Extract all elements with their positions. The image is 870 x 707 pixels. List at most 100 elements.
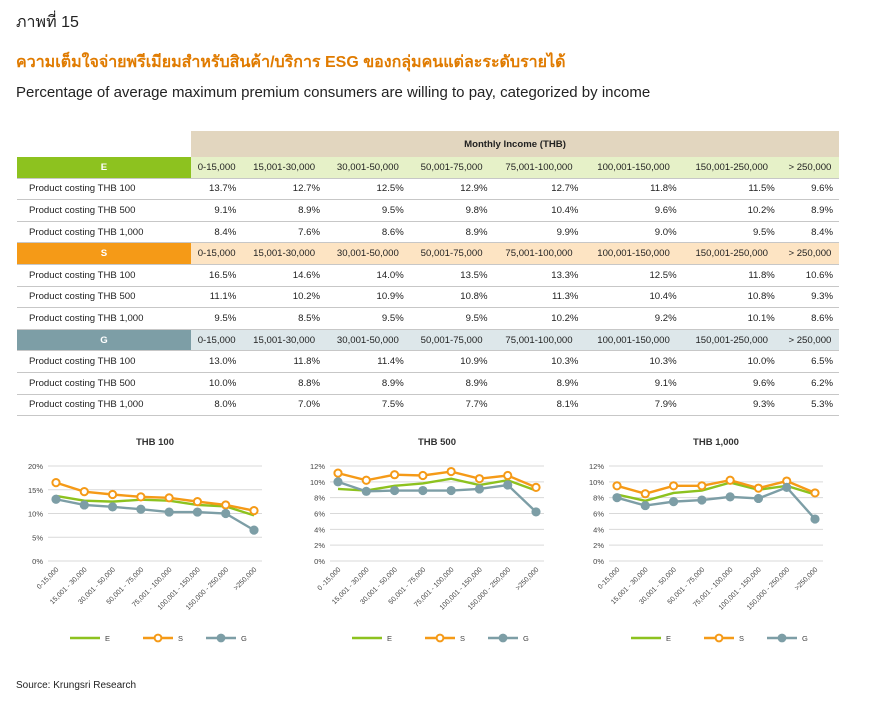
table-cell: 8.0% (191, 394, 243, 417)
series-line-e (55, 494, 255, 517)
data-point-s (446, 466, 456, 477)
data-point-g (51, 494, 61, 504)
data-point-g (612, 493, 622, 503)
income-range-label: 100,001-150,000 (584, 329, 683, 352)
x-tick-label: 0-15,000 (36, 566, 61, 591)
table-row: Product costing THB 1,000 8.0% 7.0% 7.5% 7.7… (17, 394, 839, 417)
data-point-g (333, 477, 343, 487)
table-cell: 11.8% (584, 178, 683, 201)
income-range-label: 30,001-50,000 (326, 329, 410, 352)
table-row: Product costing THB 100 13.7% 12.7% 12.5% 12… (17, 178, 839, 201)
legend-marker-g (216, 633, 226, 643)
table-cell: 9.6% (682, 372, 781, 395)
income-range-label: 0-15,000 (191, 157, 243, 179)
table-cell: 12.5% (584, 264, 683, 287)
table-cell: 10.2% (493, 307, 585, 330)
chart-title: THB 100 (136, 437, 174, 448)
row-label: Product costing THB 1,000 (17, 307, 191, 330)
table-header-row: Monthly Income (THB) (17, 131, 839, 157)
data-point-s (79, 487, 89, 497)
table-cell: 12.9% (409, 178, 494, 201)
y-tick-label: 12% (310, 462, 325, 471)
x-tick-label: 0 -15,000 (317, 566, 343, 592)
income-range-label: 100,001-150,000 (584, 157, 683, 179)
table-cell: 9.5% (326, 199, 410, 222)
row-label: Product costing THB 100 (17, 264, 191, 287)
data-point-s (640, 489, 650, 499)
group-name: E (17, 157, 191, 179)
data-point-g (107, 502, 118, 512)
table-cell: 8.8% (242, 372, 326, 395)
table-cell: 8.9% (326, 372, 410, 395)
table-cell: 12.5% (326, 178, 410, 201)
data-point-g (389, 485, 400, 496)
table-cell: 9.6% (780, 178, 839, 201)
table-cell: 7.0% (242, 394, 326, 417)
legend-marker-s (153, 633, 163, 643)
x-tick-label: >250,000 (233, 566, 259, 592)
table-cell: 16.5% (191, 264, 243, 287)
data-point-g (725, 492, 735, 502)
income-range-label: 0-15,000 (191, 242, 243, 265)
data-point-g (164, 507, 174, 517)
table-cell: 11.3% (493, 286, 585, 309)
table-cell: 9.5% (409, 307, 494, 330)
table-cell: 10.8% (682, 286, 781, 309)
x-tick-label: 0-15,000 (597, 566, 622, 591)
data-point-g (531, 507, 541, 517)
table-row: Product costing THB 1,000 8.4% 7.6% 8.6% 8.9… (17, 221, 839, 244)
income-range-label: 150,001-250,000 (682, 329, 781, 352)
legend-label: G (802, 634, 808, 643)
table-cell: 14.6% (242, 264, 326, 287)
series-line-g (337, 480, 537, 513)
chart-title-thai: ความเต็มใจจ่ายพรีเมียมสำหรับสินค้า/บริกา… (16, 54, 566, 71)
data-point-g (446, 485, 456, 496)
chart-thb-500: THB 500 0% 2% 4% 6% 8% 10% 12% 0 -15,000 15,001 -… (292, 430, 562, 655)
table-cell: 11.8% (242, 350, 326, 373)
data-point-g (361, 486, 371, 496)
x-tick-label: >250,000 (515, 566, 541, 592)
data-point-s (612, 481, 622, 491)
y-tick-label: 6% (314, 510, 325, 519)
data-point-s (668, 481, 679, 491)
chart-thb-1000: THB 1,000 0% 2% 4% 6% 8% 10% 12% 0-15,000 15,001 … (571, 430, 841, 655)
income-range-label: 15,001-30,000 (242, 242, 326, 265)
table-cell: 10.2% (682, 199, 781, 222)
group-row-s: S 0-15,000 15,001-30,000 30,001-50,000 50,00… (17, 242, 839, 265)
table-cell: 13.0% (191, 350, 243, 373)
x-tick-label: >250,000 (794, 566, 820, 592)
table-cell: 8.9% (493, 372, 585, 395)
table-row: Product costing THB 500 10.0% 8.8% 8.9% 8.9%… (17, 372, 839, 395)
table-cell: 8.9% (409, 221, 494, 244)
table-cell: 9.5% (326, 307, 410, 330)
data-point-g (503, 480, 513, 490)
income-table: Monthly Income (THB) E 0-15,000 15,001-30,… (17, 131, 839, 417)
table-cell: 7.7% (409, 394, 494, 417)
data-point-s (361, 475, 371, 485)
table-row: Product costing THB 1,000 9.5% 8.5% 9.5% 9.5… (17, 307, 839, 330)
table-cell: 9.3% (682, 394, 781, 417)
data-point-s (810, 488, 820, 498)
table-cell: 11.4% (326, 350, 410, 373)
data-point-s (474, 474, 485, 484)
y-tick-label: 0% (314, 557, 325, 566)
legend-label: S (460, 634, 465, 643)
table-cell: 10.4% (584, 286, 683, 309)
table-cell: 8.5% (242, 307, 326, 330)
y-tick-label: 4% (593, 525, 604, 534)
y-tick-label: 10% (28, 510, 43, 519)
legend-marker-g (498, 633, 508, 643)
table-cell: 7.9% (584, 394, 683, 417)
table-cell: 9.1% (584, 372, 683, 395)
table-cell: 10.9% (409, 350, 494, 373)
legend-label: E (387, 634, 392, 643)
table-cell: 8.1% (493, 394, 585, 417)
data-point-s (503, 470, 513, 481)
y-tick-label: 4% (314, 525, 325, 534)
table-cell: 9.1% (191, 199, 243, 222)
y-tick-label: 8% (593, 494, 604, 503)
data-point-g (192, 507, 203, 517)
legend-label: E (105, 634, 110, 643)
y-tick-label: 8% (314, 494, 325, 503)
data-point-s (192, 497, 203, 507)
